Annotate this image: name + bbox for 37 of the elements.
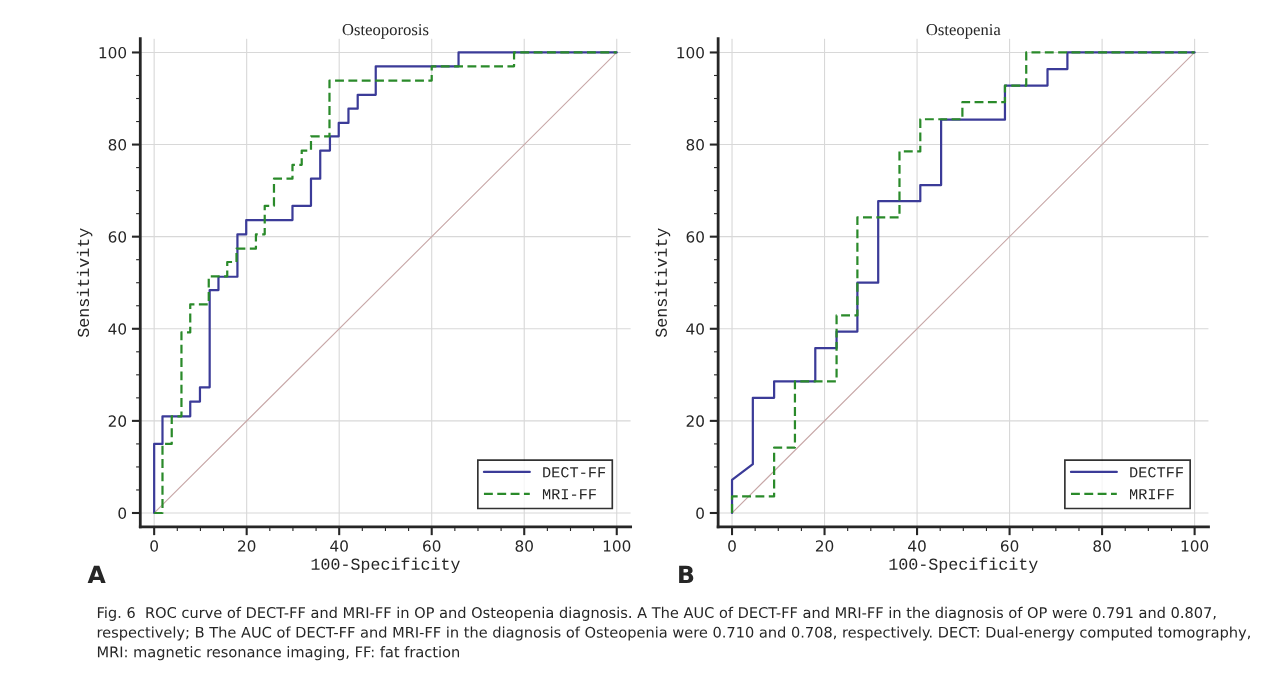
y-tick-label: 100 <box>99 46 127 59</box>
y-tick-label: 60 <box>108 231 127 243</box>
x-axis-title: 100-Specificity <box>311 557 460 574</box>
x-tick-label: 20 <box>815 540 834 552</box>
legend-label: MRI-FF <box>542 489 596 500</box>
legend-label: MRIFF <box>1130 489 1174 500</box>
y-tick-label: 20 <box>686 415 704 427</box>
x-tick-label: 20 <box>238 540 256 552</box>
x-tick-label: 0 <box>728 540 736 552</box>
x-axis-title: 100-Specificity <box>889 557 1038 574</box>
x-tick-label: 80 <box>1093 540 1111 552</box>
y-tick-label: 20 <box>108 415 127 427</box>
text: B <box>679 565 694 584</box>
y-tick-label: 80 <box>686 139 704 151</box>
y-tick-label: 40 <box>108 323 127 335</box>
y-tick-label: 60 <box>686 231 704 243</box>
x-tick-label: 40 <box>908 540 926 552</box>
text: A <box>87 565 106 584</box>
legend-label: DECTFF <box>1130 467 1183 478</box>
x-tick-label: 100 <box>603 540 631 552</box>
y-tick-label: 80 <box>108 139 127 151</box>
x-tick-label: 100 <box>1181 540 1209 552</box>
caption: Fig. 6 ROC curve of DECT-FF and MRI-FF in OP and Osteopenia diagnosis. A The AUC of DECT-FF and MRI-FF in the diagnosis of OP were 0.791 and 0.807, respectively; B The AUC of DECT-FF and MRI-FF in the diagnosis of Osteopenia were 0.710 and 0.708, respectively. DECT: Dual-energy computed tomography, MRI: magnetic resonance imaging, FF: fat fraction <box>97 606 1250 661</box>
legend-label: DECT-FF <box>543 467 606 478</box>
x-tick-label: 0 <box>150 540 159 552</box>
x-tick-label: 60 <box>423 540 441 552</box>
y-tick-label: 0 <box>696 507 704 520</box>
y-axis-title: Sensitivity <box>76 228 93 338</box>
chart-title: Osteoporosis <box>342 24 429 39</box>
y-axis-title: Sensitivity <box>654 228 671 338</box>
x-tick-label: 60 <box>1000 540 1019 552</box>
x-tick-label: 40 <box>330 540 348 552</box>
y-tick-label: 40 <box>686 323 704 335</box>
y-tick-label: 100 <box>677 46 704 59</box>
x-tick-label: 80 <box>515 540 533 552</box>
y-tick-label: 0 <box>118 507 127 520</box>
chart-title: Osteopenia <box>926 24 1001 39</box>
